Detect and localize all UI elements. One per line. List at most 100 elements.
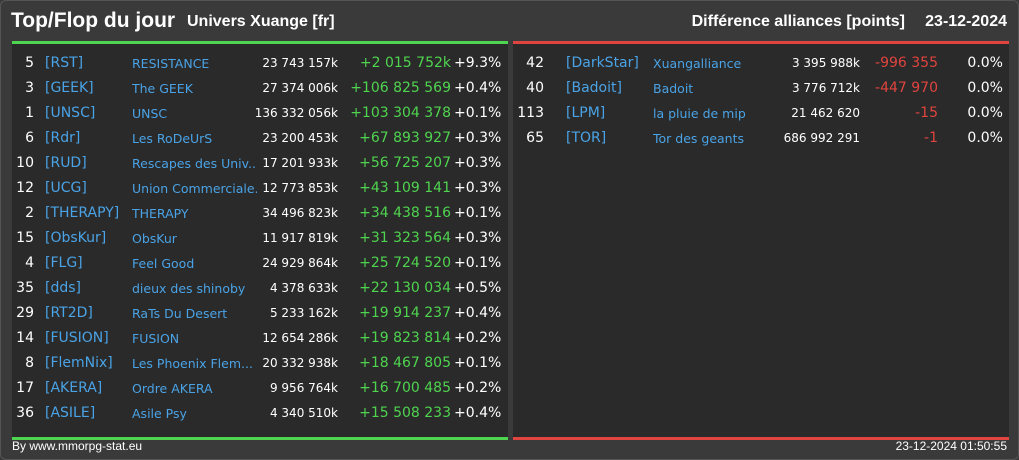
alliance-points: 4 340 510k: [269, 406, 338, 420]
universe-label: Univers Xuange [fr]: [187, 13, 335, 30]
alliance-diff: +19 914 237: [359, 305, 451, 321]
alliance-row: 2 [THERAPY] THERAPY 34 496 823k +34 438 516 +…: [12, 201, 508, 226]
alliance-percent: +0.1%: [454, 105, 502, 121]
top-list: 5 [RST] RESISTANCE 23 743 157k +2 015 752k +9…: [12, 51, 508, 426]
header-date: 23-12-2024: [925, 13, 1007, 30]
alliance-diff: +56 725 207: [359, 155, 451, 171]
alliance-tag-link[interactable]: [Badoit]: [566, 80, 622, 96]
flop-panel: 42 [DarkStar] Xuangalliance 3 395 988k -996 …: [513, 41, 1009, 440]
alliance-tag-link[interactable]: [UNSC]: [45, 105, 96, 121]
alliance-name-link[interactable]: Les Phoenix Flem...: [132, 356, 253, 371]
alliance-name-link[interactable]: dieux des shinoby: [132, 281, 246, 296]
alliance-points: 9 956 764k: [269, 381, 338, 395]
alliance-row: 40 [Badoit] Badoit 3 776 712k -447 970 0.0%: [513, 76, 1009, 101]
alliance-diff: +22 130 034: [359, 280, 451, 296]
alliance-percent: +0.3%: [454, 180, 502, 196]
alliance-rank: 35: [16, 280, 34, 296]
alliance-name-link[interactable]: Les RoDeUrS: [132, 131, 213, 146]
alliance-tag-link[interactable]: [THERAPY]: [45, 205, 120, 221]
alliance-row: 8 [FlemNix] Les Phoenix Flem... 20 332 938k…: [12, 351, 508, 376]
alliance-tag-link[interactable]: [AKERA]: [45, 380, 103, 396]
alliance-rank: 113: [517, 105, 544, 121]
alliance-diff: -447 970: [875, 80, 938, 96]
alliance-tag-link[interactable]: [ASILE]: [45, 405, 96, 421]
alliance-percent: +0.1%: [454, 205, 502, 221]
alliance-row: 29 [RT2D] RaTs Du Desert 5 233 162k +19 914 …: [12, 301, 508, 326]
alliance-row: 3 [GEEK] The GEEK 27 374 006k +106 825 569 +0…: [12, 76, 508, 101]
alliance-name-link[interactable]: Tor des geants: [653, 131, 745, 146]
alliance-row: 113 [LPM] la pluie de mip 21 462 620 -15 0.0%: [513, 101, 1009, 126]
alliance-rank: 17: [16, 380, 34, 396]
alliance-tag-link[interactable]: [RT2D]: [45, 305, 93, 321]
alliance-points: 21 462 620: [791, 106, 860, 120]
alliance-name-link[interactable]: FUSION: [132, 331, 180, 346]
alliance-percent: +0.5%: [454, 280, 502, 296]
alliance-tag-link[interactable]: [UCG]: [45, 180, 87, 196]
alliance-points: 24 929 864k: [262, 256, 338, 270]
alliance-row: 14 [FUSION] FUSION 12 654 286k +19 823 814 +0…: [12, 326, 508, 351]
alliance-rank: 6: [25, 130, 34, 146]
flop-list: 42 [DarkStar] Xuangalliance 3 395 988k -996 …: [513, 51, 1009, 151]
alliance-points: 23 200 453k: [262, 131, 338, 145]
alliance-row: 1 [UNSC] UNSC 136 332 056k +103 304 378 +0.1%: [12, 101, 508, 126]
alliance-tag-link[interactable]: [ObsKur]: [45, 230, 107, 246]
source-footer: By www.mmorpg-stat.eu: [12, 439, 143, 453]
alliance-percent: +0.1%: [454, 355, 502, 371]
alliance-name-link[interactable]: THERAPY: [132, 206, 189, 221]
alliance-name-link[interactable]: Feel Good: [132, 256, 195, 271]
alliance-tag-link[interactable]: [FUSION]: [45, 330, 109, 346]
alliance-tag-link[interactable]: [TOR]: [566, 130, 607, 146]
alliance-name-link[interactable]: Ordre AKERA: [132, 381, 213, 396]
alliance-name-link[interactable]: la pluie de mip: [653, 106, 746, 121]
alliance-diff: +25 724 520: [359, 255, 451, 271]
alliance-row: 17 [AKERA] Ordre AKERA 9 956 764k +16 700 48…: [12, 376, 508, 401]
alliance-tag-link[interactable]: [dds]: [45, 280, 81, 296]
alliance-points: 23 743 157k: [262, 56, 338, 70]
alliance-name-link[interactable]: Xuangalliance: [653, 56, 742, 71]
alliance-diff: +34 438 516: [359, 205, 451, 221]
alliance-points: 136 332 056k: [254, 106, 338, 120]
alliance-name-link[interactable]: Asile Psy: [132, 406, 187, 421]
alliance-percent: +0.3%: [454, 230, 502, 246]
alliance-tag-link[interactable]: [DarkStar]: [566, 55, 639, 71]
alliance-percent: +0.2%: [454, 330, 502, 346]
alliance-row: 6 [Rdr] Les RoDeUrS 23 200 453k +67 893 927 +…: [12, 126, 508, 151]
alliance-diff: -15: [915, 105, 938, 121]
alliance-name-link[interactable]: ObsKur: [132, 231, 177, 246]
alliance-rank: 12: [16, 180, 34, 196]
alliance-name-link[interactable]: Rescapes des Univ...: [132, 156, 257, 171]
alliance-name-link[interactable]: Badoit: [653, 81, 694, 96]
alliance-name-link[interactable]: Union Commerciale...: [132, 181, 257, 196]
alliance-diff: +43 109 141: [359, 180, 451, 196]
alliance-name-link[interactable]: RaTs Du Desert: [132, 306, 228, 321]
alliance-diff: +2 015 752k: [359, 55, 451, 71]
alliance-percent: +0.4%: [454, 305, 502, 321]
alliance-row: 42 [DarkStar] Xuangalliance 3 395 988k -996 …: [513, 51, 1009, 76]
alliance-percent: +9.3%: [454, 55, 502, 71]
alliance-points: 27 374 006k: [262, 81, 338, 95]
alliance-tag-link[interactable]: [RUD]: [45, 155, 87, 171]
alliance-tag-link[interactable]: [FLG]: [45, 255, 83, 271]
alliance-rank: 3: [25, 80, 34, 96]
alliance-rank: 36: [16, 405, 34, 421]
alliance-rank: 1: [25, 105, 34, 121]
alliance-row: 12 [UCG] Union Commerciale... 12 773 853k +4…: [12, 176, 508, 201]
alliance-name-link[interactable]: The GEEK: [132, 81, 193, 96]
alliance-diff: -1: [924, 130, 938, 146]
alliance-rank: 65: [526, 130, 544, 146]
alliance-tag-link[interactable]: [FlemNix]: [45, 355, 113, 371]
alliance-percent: 0.0%: [967, 105, 1003, 121]
alliance-points: 34 496 823k: [262, 206, 338, 220]
alliance-rank: 42: [526, 55, 544, 71]
alliance-tag-link[interactable]: [RST]: [45, 55, 84, 71]
alliance-tag-link[interactable]: [LPM]: [566, 105, 606, 121]
alliance-tag-link[interactable]: [GEEK]: [45, 80, 94, 96]
alliance-percent: +0.4%: [454, 80, 502, 96]
alliance-row: 4 [FLG] Feel Good 24 929 864k +25 724 520 +0.…: [12, 251, 508, 276]
alliance-diff: +16 700 485: [359, 380, 451, 396]
alliance-diff: +19 823 814: [359, 330, 451, 346]
alliance-row: 36 [ASILE] Asile Psy 4 340 510k +15 508 233 +…: [12, 401, 508, 426]
alliance-name-link[interactable]: RESISTANCE: [132, 56, 210, 71]
alliance-tag-link[interactable]: [Rdr]: [45, 130, 81, 146]
alliance-name-link[interactable]: UNSC: [132, 106, 168, 121]
